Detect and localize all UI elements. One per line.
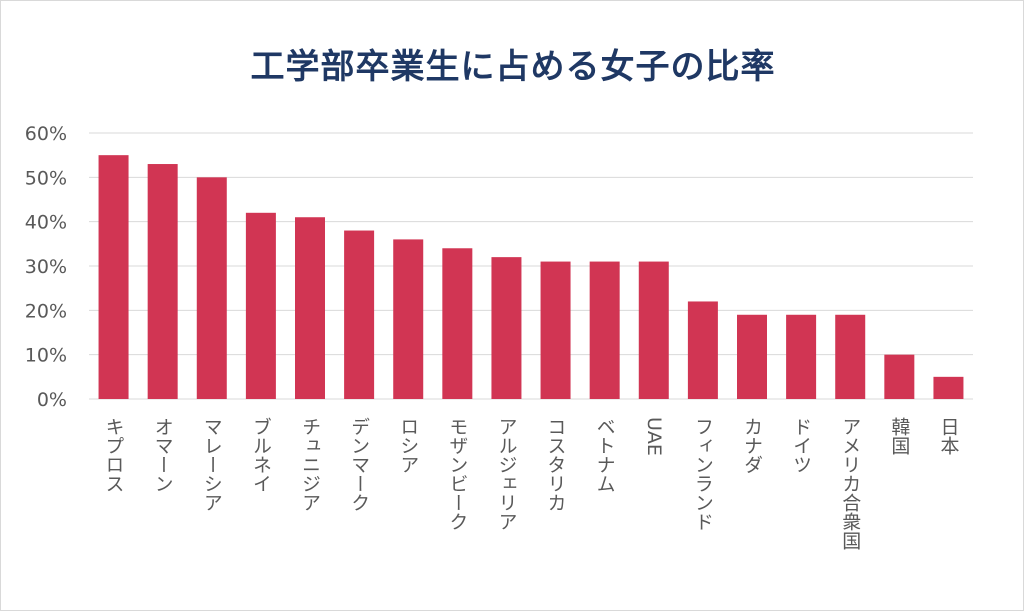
x-tick-label: キプロス <box>103 417 125 493</box>
x-tick-label: モザンビーク <box>446 417 468 531</box>
x-tick-label: コスタリカ <box>545 417 567 512</box>
x-tick-label: アメリカ合衆国 <box>839 417 861 550</box>
bar <box>540 261 571 399</box>
x-tick-label: ドイツ <box>790 417 812 474</box>
y-tick-label: 0% <box>37 389 67 411</box>
y-tick-label: 20% <box>25 300 67 322</box>
y-tick-label: 10% <box>25 345 67 367</box>
bar <box>98 155 129 399</box>
x-tick-label: デンマーク <box>348 417 370 512</box>
x-tick-label: マレーシア <box>201 417 223 512</box>
y-tick-label: 50% <box>25 167 67 189</box>
y-tick-label: 60% <box>25 123 67 145</box>
bar <box>245 212 276 399</box>
x-tick-label: カナダ <box>741 417 763 474</box>
bar <box>638 261 669 399</box>
bar <box>786 314 817 399</box>
x-tick-label: フィンランド <box>692 417 714 531</box>
bar <box>835 314 866 399</box>
x-tick-label: オマーン <box>152 417 174 493</box>
bar <box>442 248 473 399</box>
x-tick-label: チュニジア <box>299 417 321 512</box>
x-tick-label: 韓国 <box>888 417 910 455</box>
bar <box>884 354 915 399</box>
x-tick-label: 日本 <box>937 417 959 455</box>
bar <box>295 217 325 399</box>
x-tick-label: アルジェリア <box>495 417 517 531</box>
x-tick-label: ベトナム <box>594 417 616 493</box>
x-tick-label: ロシア <box>397 417 419 474</box>
bar <box>737 314 767 399</box>
y-tick-label: 40% <box>25 212 67 234</box>
y-tick-label: 30% <box>25 256 67 278</box>
bar <box>393 239 424 399</box>
x-tick-label: ブルネイ <box>250 417 272 493</box>
bar <box>933 376 964 399</box>
bar <box>147 164 178 399</box>
bar <box>344 230 375 399</box>
bar <box>687 301 718 399</box>
bar <box>491 257 522 399</box>
chart-title: 工学部卒業生に占める女子の比率 <box>250 47 776 87</box>
bar <box>196 177 227 399</box>
x-tick-label: UAE <box>643 417 665 456</box>
bar <box>589 261 620 399</box>
